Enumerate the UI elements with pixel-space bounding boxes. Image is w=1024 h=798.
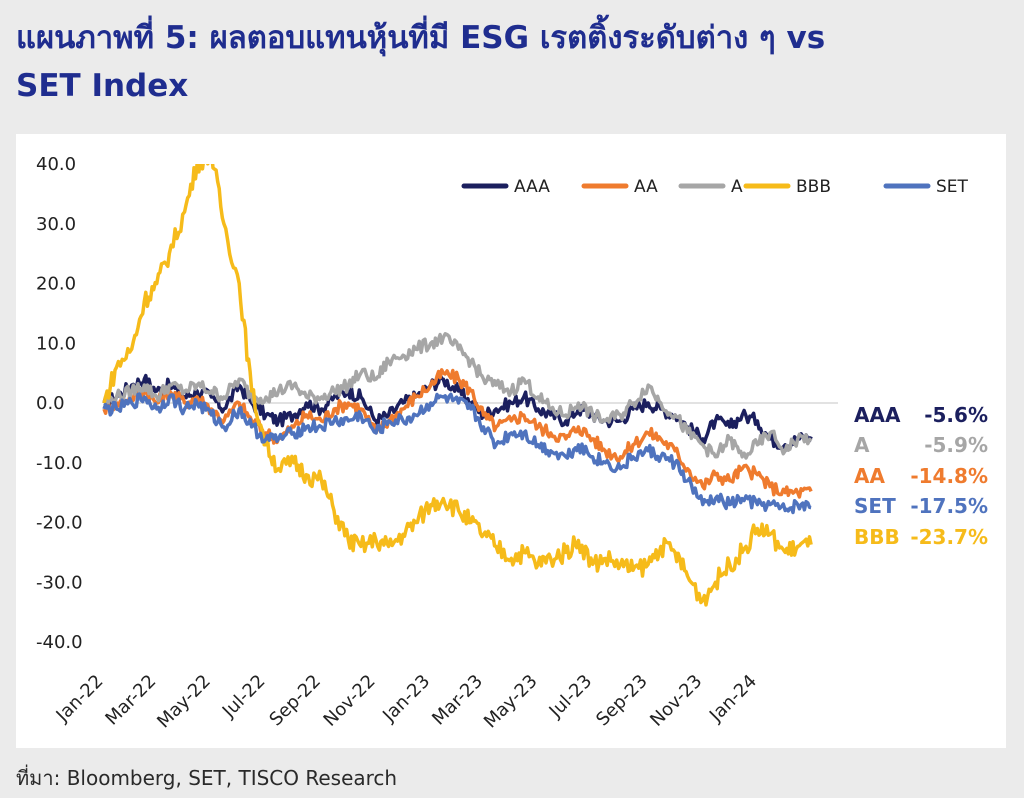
y-tick-label: 20.0 bbox=[36, 274, 76, 295]
x-tick-label: May-23 bbox=[480, 671, 542, 733]
legend-label-aaa: AAA bbox=[514, 177, 550, 197]
end-label-name-set: SET bbox=[854, 494, 896, 518]
x-tick-label: Jul-22 bbox=[218, 671, 270, 723]
legend-label-bbb: BBB bbox=[796, 177, 831, 197]
title-line-1: แผนภาพที่ 5: ผลตอบแทนหุ้นที่มี ESG เรตติ… bbox=[16, 20, 826, 56]
end-label-value-bbb: -23.7% bbox=[910, 525, 988, 549]
end-label-name-a: A bbox=[854, 433, 870, 457]
y-tick-label: -30.0 bbox=[36, 572, 83, 593]
end-label-name-aa: AA bbox=[854, 464, 885, 488]
chart-title: แผนภาพที่ 5: ผลตอบแทนหุ้นที่มี ESG เรตติ… bbox=[16, 14, 1006, 110]
end-label-value-aa: -14.8% bbox=[910, 464, 988, 488]
y-tick-label: 30.0 bbox=[36, 214, 76, 235]
chart-panel: 40.0 30.0 20.0 10.0 0.0 -10.0 -20.0 -30.0 -40.0 J… bbox=[16, 134, 1006, 748]
end-label-name-aaa: AAA bbox=[854, 403, 901, 427]
x-tick-label: Mar-22 bbox=[102, 671, 161, 730]
x-tick-label: Nov-22 bbox=[320, 671, 380, 731]
end-label-value-set: -17.5% bbox=[910, 494, 988, 518]
x-tick-label: Jan-24 bbox=[705, 671, 761, 727]
x-tick-label: Jul-23 bbox=[545, 671, 597, 723]
source-note: ที่มา: Bloomberg, SET, TISCO Research bbox=[16, 766, 398, 790]
x-tick-label: May-22 bbox=[153, 671, 215, 733]
series-line-bbb bbox=[102, 164, 813, 607]
legend-label-a: A bbox=[731, 177, 743, 197]
series-line-set bbox=[102, 392, 812, 515]
x-tick-label: Sep-23 bbox=[592, 671, 652, 731]
end-label-name-bbb: BBB bbox=[854, 525, 900, 549]
title-line-2: SET Index bbox=[16, 68, 189, 104]
x-tick-label: Jan-22 bbox=[52, 671, 108, 727]
y-tick-label: -20.0 bbox=[36, 513, 83, 534]
y-tick-label: 40.0 bbox=[36, 154, 76, 175]
x-tick-label: Jan-23 bbox=[378, 671, 434, 727]
y-tick-label: -10.0 bbox=[36, 453, 83, 474]
y-tick-label: 10.0 bbox=[36, 333, 76, 354]
x-tick-label: Mar-23 bbox=[428, 671, 487, 730]
series-group bbox=[102, 164, 813, 607]
legend-label-aa: AA bbox=[634, 177, 658, 197]
series-line-a bbox=[103, 332, 813, 460]
x-tick-label: Sep-22 bbox=[265, 671, 325, 731]
end-label-value-a: -5.9% bbox=[924, 433, 988, 457]
y-tick-label: 0.0 bbox=[36, 393, 65, 414]
end-label-value-aaa: -5.6% bbox=[924, 403, 988, 427]
series-line-aaa bbox=[102, 373, 813, 452]
legend-label-set: SET bbox=[936, 177, 969, 197]
y-tick-label: -40.0 bbox=[36, 632, 83, 653]
x-tick-label: Nov-23 bbox=[646, 671, 706, 731]
line-chart: 40.0 30.0 20.0 10.0 0.0 -10.0 -20.0 -30.0 -40.0 J… bbox=[36, 154, 988, 733]
